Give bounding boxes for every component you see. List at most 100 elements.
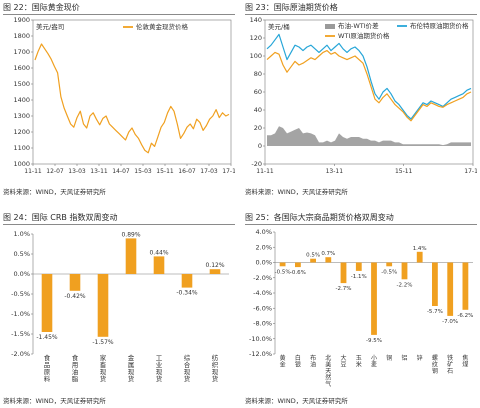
bar <box>371 262 377 335</box>
bar <box>181 274 193 288</box>
category-label: 工业现货 <box>156 354 163 383</box>
x-tick-label: 16-07 <box>178 168 196 175</box>
x-tick-label: 12-07 <box>46 168 64 175</box>
bar <box>340 262 347 284</box>
category-label: 金属现货 <box>128 353 135 383</box>
panel-title: 图 24：国际 CRB 指数双周变动 <box>3 213 118 222</box>
category-label: 白银 <box>295 354 301 369</box>
y-tick-label: 0.0% <box>255 259 272 267</box>
y-tick-label: 100 <box>250 52 262 60</box>
bar <box>325 257 332 263</box>
y-tick-label: 80 <box>254 70 262 78</box>
y-tick-label: 1200 <box>13 128 30 136</box>
data-label: 0.7% <box>321 251 335 257</box>
bar <box>97 274 109 337</box>
bar <box>153 256 165 274</box>
y-tick-label: -0.5% <box>11 290 30 298</box>
x-tick-label: 13-11 <box>90 168 108 175</box>
title-rule <box>3 224 235 225</box>
data-label: -0.5% <box>275 269 291 275</box>
legend-label: 布油-WTI价差 <box>338 21 379 30</box>
source-note: 资料来源：WIND，天风证券研究所 <box>245 397 348 405</box>
y-tick-label: -2.0% <box>11 350 30 358</box>
bar <box>69 274 81 291</box>
gold-price-chart: 美元/盎司 1000 1100 1200 1300 1400 1500 1600 1700 180… <box>13 16 235 175</box>
bar <box>416 251 423 263</box>
y-tick-label: 1800 <box>13 32 30 40</box>
data-label: 0.12% <box>205 262 224 269</box>
y-tick-label: 1000 <box>13 160 30 168</box>
y-tick-label: 140 <box>250 16 262 24</box>
data-label: -0.5% <box>381 269 397 275</box>
category-label: 螺纹钢 <box>432 354 438 375</box>
panel-title: 图 22：国际黄金现价 <box>3 3 80 12</box>
bar <box>462 262 469 310</box>
data-label: -1.1% <box>351 274 367 280</box>
category-label: 锌 <box>417 354 423 362</box>
data-label: -0.42% <box>64 293 86 300</box>
y-tick-label: -2.0% <box>253 274 272 282</box>
bar <box>401 262 408 280</box>
unit-label: 美元/桶 <box>268 22 290 31</box>
data-label: -5.7% <box>427 309 443 315</box>
category-label: 焦煤 <box>462 354 468 369</box>
data-label: -2.2% <box>396 282 412 288</box>
series-line <box>34 43 230 154</box>
y-tick-label: -20 <box>251 160 262 168</box>
category-label: 大豆 <box>341 354 347 369</box>
plot-frame <box>32 19 232 165</box>
category-label: 铜 <box>386 354 392 362</box>
bar <box>447 262 454 316</box>
y-tick-label: -1.0% <box>11 310 30 318</box>
category-label: 纺织现货 <box>212 353 219 383</box>
y-tick-label: 1400 <box>13 96 30 104</box>
y-tick-label: 1900 <box>13 16 30 24</box>
crb-change-chart: 1.0% 0.5% 0.0% -0.5% -1.0% -1.5% -2.0% -1.45% 食品… <box>11 230 229 383</box>
x-tick-label: 15-03 <box>134 168 152 175</box>
title-rule <box>245 224 477 225</box>
bar <box>41 274 53 332</box>
title-rule <box>3 14 235 15</box>
x-tick-label: 14-07 <box>112 168 130 175</box>
y-tick-label: 0.5% <box>13 250 30 258</box>
data-label: -7.0% <box>442 319 458 325</box>
data-label: -0.34% <box>176 290 198 297</box>
category-label: 北美天然气 <box>325 354 331 388</box>
bar <box>279 262 286 267</box>
category-label: 布油 <box>310 354 316 369</box>
x-tick-label: 17-11 <box>464 168 477 175</box>
unit-label: 美元/盎司 <box>36 22 64 31</box>
title-rule <box>245 14 477 15</box>
category-label: 食用油脂 <box>72 353 79 383</box>
y-tick-label: -10.0% <box>249 335 272 343</box>
source-note: 资料来源：WIND，天风证券研究所 <box>3 188 106 196</box>
x-tick-label: 15-11 <box>156 168 174 175</box>
y-tick-label: 20 <box>254 124 262 132</box>
legend-label: 伦敦黄金现货价格 <box>136 22 189 31</box>
y-tick-label: 1100 <box>13 144 30 152</box>
bar <box>432 262 438 306</box>
x-tick-label: 17-11 <box>222 168 235 175</box>
panel-title: 图 25：各国际大宗商品期货价格双周变动 <box>245 213 394 222</box>
category-label: 黄金 <box>280 354 286 369</box>
series-area-spread <box>267 126 471 146</box>
series-line <box>266 49 472 122</box>
data-label: 0.89% <box>121 231 140 238</box>
legend-label: WTI原油期货价格 <box>338 31 390 40</box>
panel-commodity: 图 25：各国际大宗商品期货价格双周变动 4.0% 2.0% 0.0% -2.0% -4… <box>245 212 477 402</box>
legend-label: 布伦特原油期货价格 <box>410 21 469 30</box>
panel-crb: 图 24：国际 CRB 指数双周变动 1.0% 0.5% 0.0% -0.5% -1.0… <box>3 212 235 402</box>
data-label: 0.5% <box>306 253 320 259</box>
data-label: -1.45% <box>36 334 58 341</box>
category-label: 小麦 <box>371 354 377 369</box>
x-tick-label: 13-11 <box>326 168 344 175</box>
bar <box>310 258 316 263</box>
category-label: 食品原料 <box>44 353 51 383</box>
bar <box>295 262 301 268</box>
panel-title: 图 23：国际原油期货价格 <box>245 3 338 12</box>
x-tick-label: 11-11 <box>256 168 274 175</box>
x-tick-label: 17-03 <box>200 168 218 175</box>
bar <box>209 269 221 274</box>
y-tick-label: -12.0% <box>249 350 272 358</box>
data-label: -6.2% <box>457 313 473 319</box>
